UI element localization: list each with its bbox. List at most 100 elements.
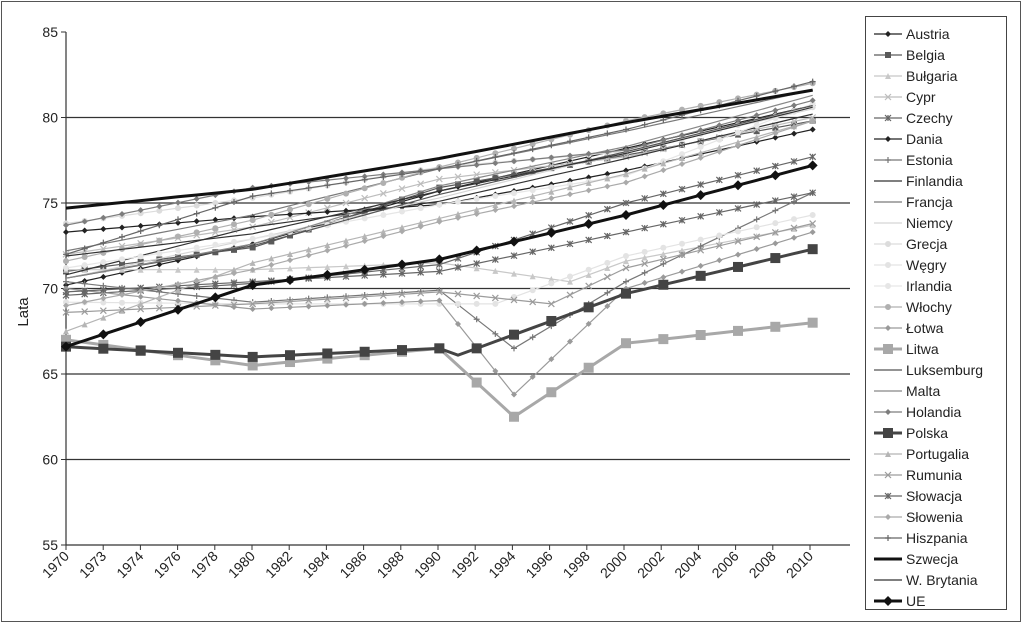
x-tick-label: 1994 bbox=[485, 548, 518, 581]
series-szwecja bbox=[65, 88, 813, 210]
data-point bbox=[343, 263, 349, 270]
data-point bbox=[585, 320, 592, 327]
data-point bbox=[193, 229, 200, 236]
data-point bbox=[212, 225, 219, 232]
data-point bbox=[621, 338, 631, 349]
data-point bbox=[342, 273, 350, 280]
data-point bbox=[697, 154, 704, 161]
data-point bbox=[623, 152, 629, 159]
data-point bbox=[380, 228, 387, 235]
data-point bbox=[697, 102, 704, 109]
data-point bbox=[324, 195, 331, 202]
legend-label: Czechy bbox=[906, 109, 953, 126]
data-point bbox=[733, 261, 743, 272]
data-point bbox=[548, 280, 555, 287]
legend-item: Portugalia bbox=[872, 443, 1004, 464]
data-point bbox=[604, 264, 611, 271]
data-point bbox=[716, 122, 723, 129]
data-point bbox=[380, 300, 387, 307]
x-tick-label: 2004 bbox=[671, 548, 704, 581]
data-point bbox=[417, 190, 424, 197]
data-point bbox=[770, 170, 781, 181]
data-point bbox=[716, 148, 723, 155]
data-point bbox=[63, 229, 69, 236]
data-point bbox=[455, 181, 461, 188]
x-tick-labels: 1970 1973 1974 1976 1978 1980 1982 1984 1986 1988… bbox=[39, 548, 816, 581]
legend-label: Malta bbox=[906, 382, 941, 399]
x-tick-label: 1988 bbox=[374, 548, 407, 581]
data-point bbox=[641, 121, 648, 128]
series-estonia bbox=[63, 189, 816, 352]
data-point bbox=[492, 330, 499, 337]
data-point bbox=[324, 302, 331, 309]
data-point bbox=[322, 348, 333, 359]
legend-item: Niemcy bbox=[872, 212, 1004, 233]
legend-swatch bbox=[874, 30, 902, 37]
data-point bbox=[267, 299, 275, 307]
data-point bbox=[659, 255, 667, 263]
data-point bbox=[63, 299, 69, 306]
data-point bbox=[398, 270, 406, 277]
data-point bbox=[753, 112, 760, 119]
data-point bbox=[471, 245, 482, 256]
data-point bbox=[343, 179, 349, 186]
data-point bbox=[81, 308, 89, 316]
data-point bbox=[81, 321, 88, 328]
legend-item: Rumunia bbox=[872, 464, 1004, 485]
data-point bbox=[417, 298, 424, 305]
data-point bbox=[361, 293, 369, 301]
data-point bbox=[492, 202, 499, 209]
data-point bbox=[791, 216, 797, 223]
data-point bbox=[735, 129, 741, 136]
data-point bbox=[63, 278, 69, 285]
x-tick-label: 1986 bbox=[336, 548, 369, 581]
data-point bbox=[287, 206, 293, 213]
legend-item: Francja bbox=[872, 191, 1004, 212]
legend-item: Słowenia bbox=[872, 506, 1004, 527]
legend-swatch bbox=[874, 72, 902, 79]
data-point bbox=[359, 346, 370, 357]
data-point bbox=[119, 291, 125, 298]
data-point bbox=[231, 266, 237, 273]
legend-label: W. Brytania bbox=[906, 571, 978, 588]
data-point bbox=[695, 330, 706, 341]
data-point bbox=[566, 240, 574, 248]
data-point bbox=[603, 232, 611, 240]
data-point bbox=[361, 176, 368, 183]
data-point bbox=[511, 345, 517, 352]
data-point bbox=[529, 156, 536, 163]
data-point bbox=[81, 280, 88, 287]
data-point bbox=[567, 278, 573, 285]
data-point bbox=[361, 185, 368, 192]
legend-swatch bbox=[874, 343, 902, 354]
data-point bbox=[173, 304, 183, 315]
legend-label: Bułgaria bbox=[906, 67, 958, 84]
legend-label: Łotwa bbox=[906, 319, 944, 336]
data-point bbox=[343, 175, 349, 182]
data-point bbox=[623, 253, 629, 260]
data-point bbox=[641, 254, 648, 261]
data-point bbox=[231, 221, 237, 228]
legend-swatch bbox=[874, 156, 902, 163]
data-point bbox=[735, 117, 741, 124]
data-point bbox=[678, 185, 686, 193]
data-point bbox=[604, 148, 611, 155]
data-point bbox=[771, 228, 779, 236]
data-point bbox=[473, 195, 480, 202]
data-point bbox=[715, 242, 723, 250]
data-point bbox=[492, 192, 499, 199]
series-luksemburg bbox=[65, 104, 813, 279]
data-point bbox=[173, 347, 183, 358]
data-point bbox=[585, 236, 593, 244]
data-point bbox=[679, 240, 685, 247]
data-point bbox=[473, 265, 480, 272]
data-point bbox=[621, 288, 631, 299]
data-point bbox=[585, 282, 593, 290]
data-point bbox=[660, 250, 667, 257]
data-point bbox=[361, 215, 368, 222]
x-tick-label: 1974 bbox=[113, 548, 146, 581]
data-point bbox=[324, 208, 331, 215]
data-point bbox=[156, 250, 163, 257]
data-point bbox=[193, 218, 200, 225]
data-point bbox=[715, 208, 723, 216]
